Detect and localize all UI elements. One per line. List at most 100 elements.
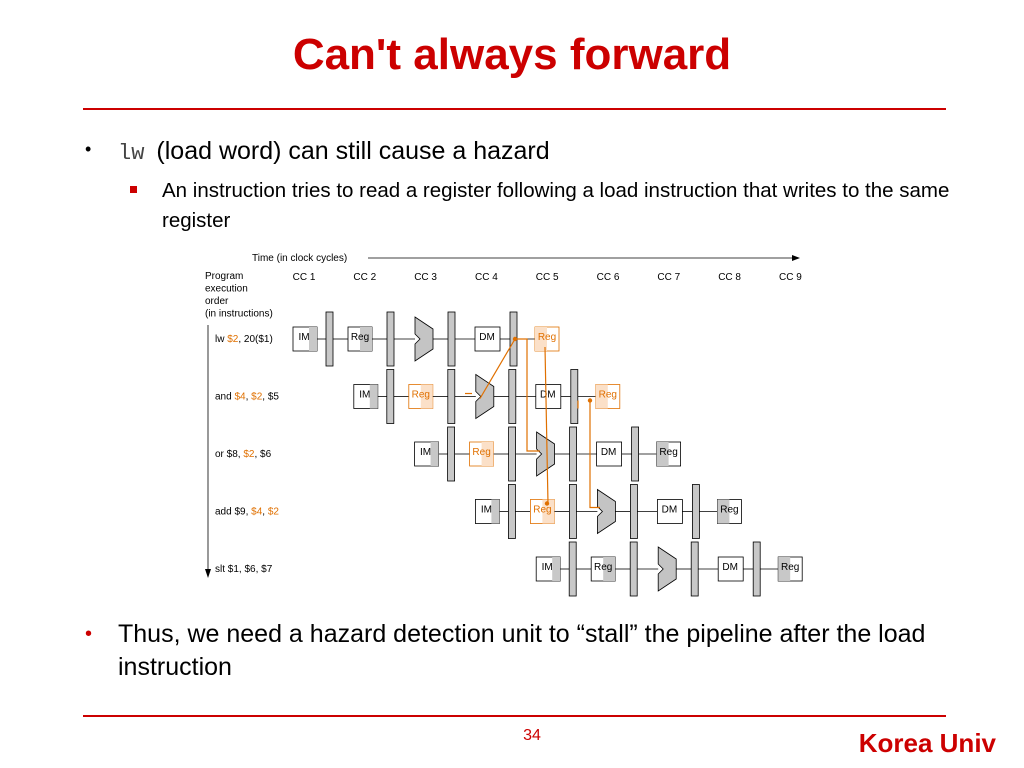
pipeline-register (447, 426, 456, 482)
bullet-text: lw (load word) can still cause a hazard (118, 137, 550, 166)
clock-cycle-label: CC 8 (718, 272, 741, 283)
im-box-shade (309, 327, 317, 351)
dm-label: DM (540, 390, 556, 401)
dm-box (657, 499, 683, 524)
im-label: IM (542, 562, 553, 573)
im-label: IM (298, 332, 309, 343)
reg-read-shade (481, 442, 494, 466)
instruction-label-part: $2 (268, 507, 280, 518)
time-axis-label: Time (in clock cycles) (252, 253, 347, 264)
pipeline-row: or $8, $2, $6 IM Reg DM Reg (215, 431, 681, 477)
pipeline-register (507, 484, 516, 539)
instruction-label-part: , (246, 392, 252, 403)
instruction-label-part: $4 (251, 507, 263, 518)
pipeline-register (569, 426, 577, 482)
forwarding-path (515, 338, 540, 452)
square-bullet-icon (130, 186, 137, 193)
instruction-label-part: $4 (234, 392, 246, 403)
reg-read-label: Reg (533, 505, 551, 516)
dm-box (596, 441, 622, 467)
dm-label: DM (479, 332, 495, 343)
im-box-shade (552, 557, 561, 581)
bullet-dot: • (85, 623, 93, 645)
im-box-shade (491, 499, 500, 524)
instruction-label-part: $2 (251, 392, 263, 403)
program-order-label: (in instructions) (205, 309, 273, 320)
pipeline-row: slt $1, $6, $7 IM Reg DM Reg (215, 546, 803, 592)
instruction-label-part: and (215, 392, 234, 403)
footer-divider (83, 715, 946, 717)
reg-read-shade (360, 327, 372, 351)
pipeline-register (508, 426, 517, 482)
reg-write-label: Reg (599, 390, 617, 401)
dm-box (535, 384, 562, 409)
im-label: IM (481, 505, 492, 516)
instruction-label: slt $1, $6, $7 (215, 564, 273, 575)
instruction-label-part: or $8, (215, 449, 243, 460)
forwarding-path (479, 338, 516, 399)
reg-write-shade (535, 327, 547, 351)
instruction-label-part: , 20($1) (238, 334, 272, 345)
pipeline-register (570, 369, 579, 424)
dm-label: DM (601, 447, 617, 458)
bullet-dot: • (85, 139, 92, 159)
clock-cycle-label: CC 4 (475, 272, 498, 283)
clock-cycle-label: CC 6 (597, 272, 620, 283)
pipeline-register (569, 484, 577, 539)
reg-write-shade (656, 442, 669, 466)
title-divider (83, 108, 946, 110)
instruction-label-part: add $9, (215, 507, 251, 518)
instruction-label-part: slt $1, $6, $7 (215, 564, 273, 575)
reg-write-shade (717, 499, 730, 524)
alu-icon (597, 488, 616, 535)
footer-brand: Korea Univ (858, 728, 996, 758)
clock-cycle-label: CC 3 (414, 272, 437, 283)
instruction-label-part: $2 (227, 334, 239, 345)
alu-icon (414, 316, 434, 362)
clock-cycle-label: CC 7 (657, 272, 680, 283)
pipeline-register (447, 369, 456, 424)
instruction-label-part: , (262, 507, 268, 518)
instruction-label: lw $2, 20($1) (215, 334, 273, 345)
slide-title: Can't always forward (292, 30, 732, 79)
alu-icon (657, 546, 677, 592)
reg-read-shade (420, 384, 433, 409)
pipeline-register (629, 541, 638, 597)
instruction-label: add $9, $4, $2 (215, 507, 279, 518)
forwarding-paths (465, 336, 600, 509)
reg-write-label: Reg (720, 505, 738, 516)
pipeline-register (568, 541, 577, 597)
pipeline-register (752, 541, 761, 597)
reg-read-label: Reg (412, 390, 430, 401)
reg-write-shade (778, 557, 791, 581)
forwarding-path (544, 346, 549, 504)
im-box-shade (430, 442, 439, 466)
program-order-label: Program (205, 271, 243, 282)
program-order-arrowhead (205, 569, 211, 578)
reg-write-label: Reg (538, 332, 556, 343)
instruction-label: or $8, $2, $6 (215, 449, 272, 460)
pipeline-register (386, 369, 395, 424)
pipeline-register (690, 541, 699, 597)
reg-read-label: Reg (594, 562, 612, 573)
instruction-label-part: , $6 (254, 449, 271, 460)
sub-bullet-text: An instruction tries to read a register … (162, 179, 950, 232)
instruction-label-part: lw (215, 334, 227, 345)
program-order-label: execution (205, 284, 248, 295)
reg-read-label: Reg (472, 447, 490, 458)
im-label: IM (420, 447, 431, 458)
clock-cycle-label: CC 5 (536, 272, 559, 283)
bullet-load-word-text: (load word) can still cause a hazard (156, 137, 550, 165)
alu-icon (536, 431, 555, 477)
clock-cycle-label: CC 9 (779, 272, 802, 283)
dm-label: DM (722, 562, 738, 573)
forwarding-dot (587, 398, 593, 403)
bullet-stall-text: Thus, we need a hazard detection unit to… (118, 620, 926, 681)
dm-label: DM (662, 505, 678, 516)
dm-box (717, 556, 744, 582)
reg-read-label: Reg (351, 332, 369, 343)
reg-read-shade (542, 499, 555, 524)
reg-write-label: Reg (781, 562, 799, 573)
pipeline-row: and $4, $2, $5 IM Reg DM Reg (215, 373, 621, 420)
program-order-label: order (205, 296, 229, 307)
